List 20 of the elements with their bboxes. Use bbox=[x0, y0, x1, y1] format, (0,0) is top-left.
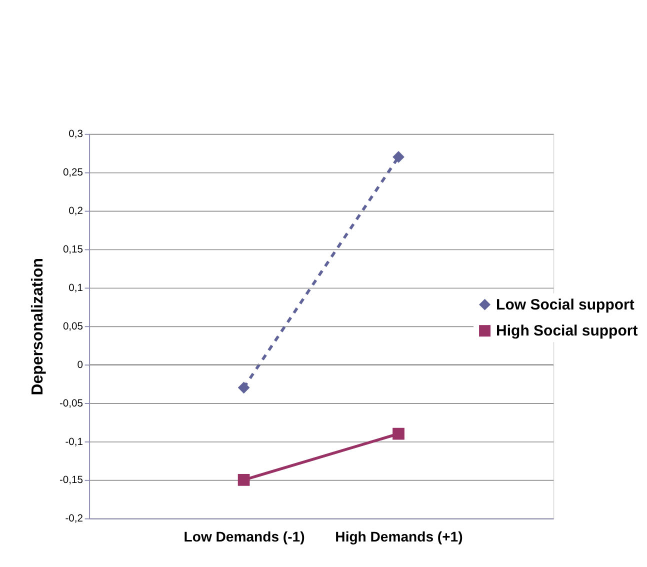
y-tick-label: -0,1 bbox=[65, 436, 84, 448]
x-tick-label: Low Demands (-1) bbox=[184, 528, 305, 544]
y-axis-title: Depersonalization bbox=[30, 258, 47, 396]
x-tick-label: High Demands (+1) bbox=[335, 528, 463, 544]
legend-label: High Social support bbox=[496, 322, 638, 340]
point bbox=[238, 474, 250, 486]
point bbox=[238, 382, 250, 394]
legend-label: Low Social support bbox=[496, 296, 634, 314]
point bbox=[392, 151, 404, 163]
y-tick-label: 0,15 bbox=[62, 244, 84, 256]
y-tick-label: -0,15 bbox=[60, 475, 84, 486]
y-tick-label: 0,05 bbox=[62, 321, 84, 332]
y-tick-label: -0,05 bbox=[60, 398, 84, 410]
y-tick-label: 0,25 bbox=[62, 168, 84, 179]
y-tick-label: -0,2 bbox=[65, 514, 84, 525]
y-tick-label: 0,1 bbox=[68, 282, 84, 294]
point bbox=[392, 428, 404, 440]
y-tick-label: 0 bbox=[77, 360, 84, 371]
y-tick-label: 0,3 bbox=[68, 129, 84, 140]
y-tick-label: 0,2 bbox=[68, 206, 84, 218]
